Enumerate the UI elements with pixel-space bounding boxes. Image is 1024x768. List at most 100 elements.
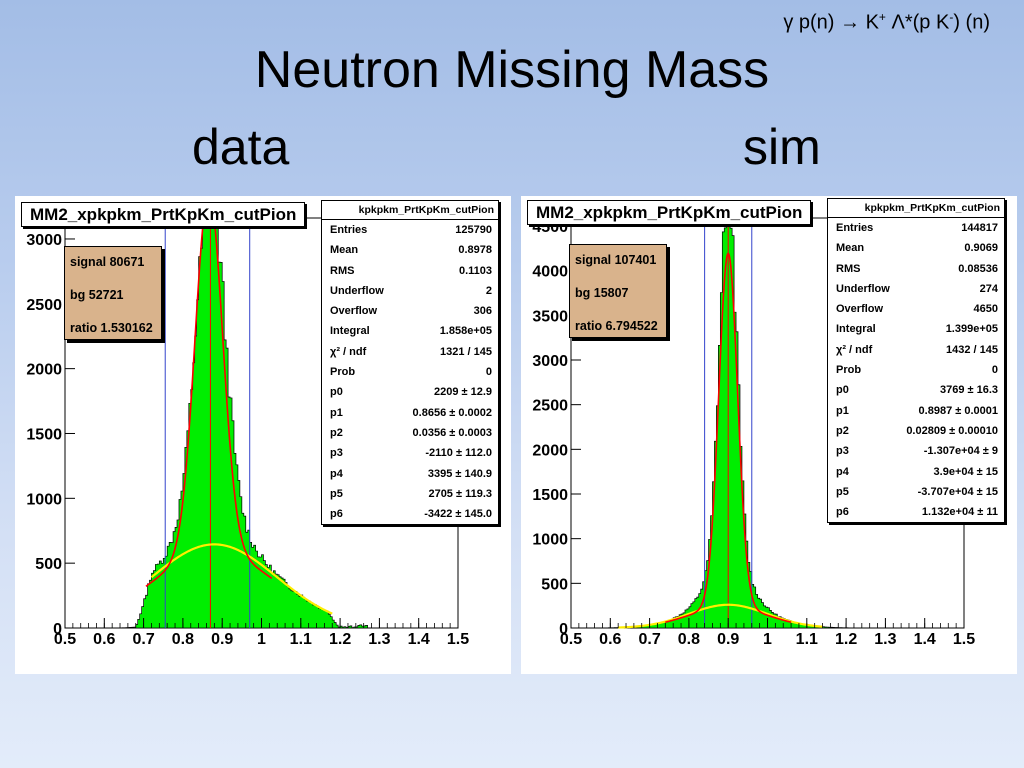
stats-value: 0.1103: [458, 264, 492, 277]
ratio-value: ratio 1.530162: [70, 321, 153, 335]
stats-row: Overflow 4650: [828, 299, 1004, 319]
y-tick-label: 1000: [532, 532, 568, 549]
data-label: data: [192, 119, 290, 175]
stats-row: Underflow 274: [828, 279, 1004, 299]
stats-row: p6 -3422 ± 145.0: [322, 504, 498, 524]
stats-value: 274: [979, 282, 998, 295]
stats-row: Overflow 306: [322, 301, 498, 321]
stats-key: p6: [330, 508, 343, 521]
stats-value: 0.8987 ± 0.0001: [918, 404, 998, 417]
stats-value: 0: [485, 366, 492, 379]
stats-key: Entries: [836, 222, 874, 234]
stats-value: 3769 ± 16.3: [939, 384, 998, 397]
x-tick-label: 0.7: [638, 631, 660, 648]
stats-row: Entries 144817: [828, 218, 1004, 238]
y-tick-label: 3000: [26, 232, 62, 249]
x-tick-label: 1.5: [953, 631, 975, 648]
x-tick-label: 1.2: [329, 631, 351, 648]
stats-value: -1.307e+04 ± 9: [923, 445, 998, 458]
stats-value: 4650: [973, 303, 998, 316]
stats-box: kpkpkm_PrtKpKm_cutPion Entries 125790 Mean…: [321, 200, 499, 526]
y-tick-label: 1000: [26, 491, 62, 508]
reaction-sup-1: +: [878, 10, 886, 24]
stats-key: RMS: [836, 262, 861, 275]
stats-value: 306: [473, 305, 492, 318]
x-tick-label: 1.1: [290, 631, 312, 648]
x-tick-label: 0.5: [54, 631, 76, 648]
stats-key: p0: [330, 386, 343, 399]
x-tick-label: 0.9: [717, 631, 739, 648]
stats-value: 2705 ± 119.3: [428, 487, 492, 500]
signal-count: signal 107401: [575, 253, 657, 267]
stats-row: χ² / ndf 1432 / 145: [828, 340, 1004, 360]
gamma-symbol: γ: [783, 11, 794, 34]
reaction-label: γ p(n) → K+ Λ*(p K-) (n): [783, 10, 990, 35]
stats-key: χ² / ndf: [330, 345, 367, 358]
histogram-bars: [65, 225, 458, 629]
reaction-sup-2: -: [949, 10, 954, 24]
stats-key: p5: [836, 485, 849, 498]
x-tick-label: 1: [763, 631, 772, 648]
stats-key: p1: [836, 404, 849, 417]
ratio-value: ratio 6.794522: [575, 319, 658, 333]
y-tick-label: 3500: [532, 308, 568, 325]
background-fit-curve: [150, 543, 333, 615]
y-tick-label: 1500: [26, 426, 62, 443]
stats-value: 0.9069: [964, 242, 998, 255]
y-tick-label: 2000: [532, 442, 568, 459]
stats-key: p0: [836, 384, 849, 397]
x-tick-label: 1.4: [914, 631, 936, 648]
histogram-title: MM2_xpkpkm_PrtKpKm_cutPion: [527, 200, 812, 225]
stats-key: Prob: [836, 364, 862, 377]
stats-value: -3422 ± 145.0: [424, 508, 492, 521]
x-tick-label: 0.8: [678, 631, 700, 648]
stats-key: p1: [330, 406, 343, 419]
stats-key: Entries: [330, 224, 368, 236]
stats-value: 0.02809 ± 0.00010: [906, 424, 998, 437]
stats-value: 1.858e+05: [439, 325, 492, 338]
stats-value: 0.08536: [958, 262, 998, 275]
stats-key: p6: [836, 506, 849, 519]
stats-row: Mean 0.8978: [322, 240, 498, 260]
stats-rows: Entries 125790 Mean 0.8978 RMS 0.1103 Underflo…: [322, 220, 498, 524]
stats-row: p0 2209 ± 12.9: [322, 382, 498, 402]
stats-row: p6 1.132e+04 ± 11: [828, 502, 1004, 522]
stats-value: 1.132e+04 ± 11: [921, 506, 998, 519]
stats-value: 0.0356 ± 0.0003: [412, 426, 492, 439]
reaction-text-1: p(n) → K: [793, 11, 879, 34]
stats-row: p3 -1.307e+04 ± 9: [828, 441, 1004, 461]
stats-value: 2: [485, 284, 492, 297]
stats-key: Mean: [330, 244, 359, 257]
stats-key: p4: [330, 467, 343, 480]
stats-key: p2: [330, 426, 343, 439]
stats-row: p5 -3.707e+04 ± 15: [828, 482, 1004, 502]
stats-key: Overflow: [330, 305, 378, 318]
stats-value: 0.8978: [458, 244, 492, 257]
y-tick-label: 0: [559, 621, 568, 638]
signal-fit-curve: [665, 252, 792, 623]
stats-row: Entries 125790: [322, 220, 498, 240]
stats-key: p2: [836, 424, 849, 437]
stats-row: Integral 1.858e+05: [322, 321, 498, 341]
stats-value: 1432 / 145: [946, 343, 998, 356]
stats-row: Prob 0: [322, 362, 498, 382]
stats-value: 2209 ± 12.9: [433, 386, 492, 399]
stats-row: Mean 0.9069: [828, 238, 1004, 258]
stats-key: Prob: [330, 366, 356, 379]
x-tick-label: 0.7: [132, 631, 154, 648]
stats-key: Mean: [836, 242, 865, 255]
x-tick-label: 0.6: [599, 631, 621, 648]
y-tick-label: 500: [35, 556, 62, 573]
stats-value: 1.399e+05: [945, 323, 998, 336]
stats-row: p4 3395 ± 140.9: [322, 464, 498, 484]
stats-row: p5 2705 ± 119.3: [322, 484, 498, 504]
x-tick-label: 1.3: [874, 631, 896, 648]
stats-key: p3: [330, 447, 343, 460]
stats-value: 0.8656 ± 0.0002: [412, 406, 492, 419]
stats-key: Integral: [330, 325, 370, 338]
stats-row: p0 3769 ± 16.3: [828, 380, 1004, 400]
x-tick-label: 0.8: [172, 631, 194, 648]
y-tick-label: 4000: [532, 264, 568, 281]
y-tick-label: 3000: [532, 353, 568, 370]
stats-key: χ² / ndf: [836, 343, 873, 356]
